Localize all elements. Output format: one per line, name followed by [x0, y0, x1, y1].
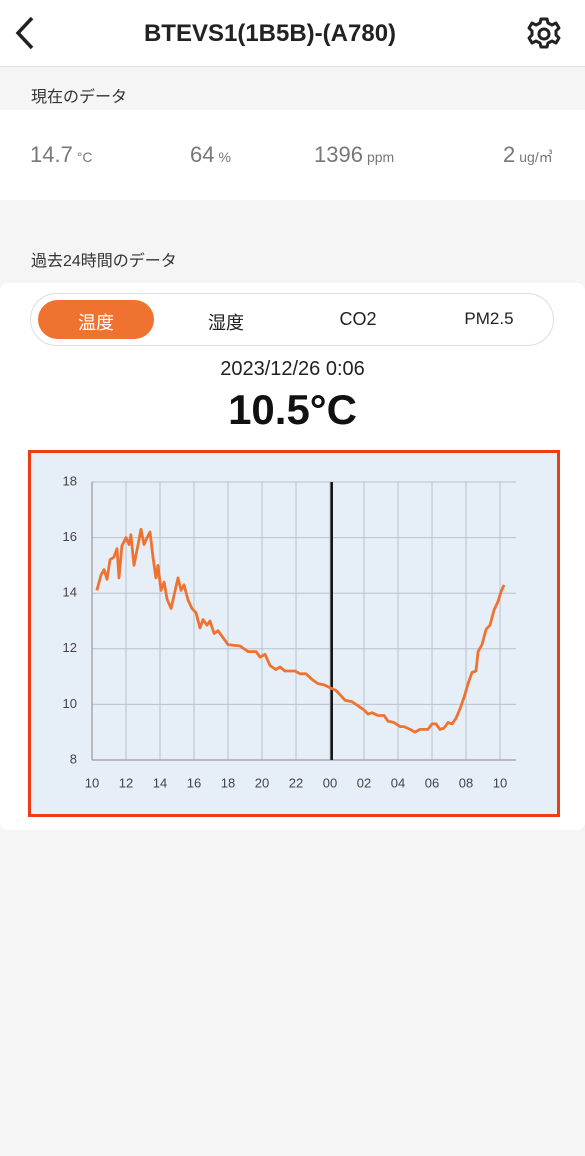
x-tick-label: 10 [85, 775, 99, 790]
reading-unit: % [218, 149, 231, 165]
reading-value: 2 [503, 142, 516, 167]
x-tick-label: 20 [255, 775, 269, 790]
x-tick-label: 16 [187, 775, 201, 790]
y-tick-label: 18 [63, 473, 77, 488]
section-label: 現在のデータ [31, 89, 128, 106]
y-tick-label: 10 [63, 696, 77, 711]
section-label: 過去24時間のデータ [31, 253, 177, 270]
header: BTEVS1(1B5B)-(A780) [0, 0, 585, 67]
reading-value: 1396 [314, 142, 363, 167]
back-button[interactable] [10, 14, 40, 52]
tab[interactable]: PM2.5 [464, 309, 514, 328]
settings-button[interactable] [526, 16, 562, 52]
x-tick-label: 06 [425, 775, 439, 790]
x-tick-label: 08 [459, 775, 473, 790]
tab[interactable]: 湿度 [208, 313, 244, 333]
y-tick-label: 14 [63, 585, 77, 600]
tab[interactable]: 温度 [78, 313, 114, 333]
x-tick-label: 00 [323, 775, 337, 790]
selected-value: 10.5°C [228, 386, 357, 433]
data-line [95, 527, 506, 734]
x-tick-label: 04 [391, 775, 405, 790]
reading-unit: ppm [366, 149, 395, 165]
active-tab-bg [38, 300, 154, 339]
y-tick-label: 8 [70, 751, 77, 766]
tab[interactable]: CO2 [339, 309, 377, 329]
x-tick-label: 18 [221, 775, 235, 790]
x-tick-label: 22 [289, 775, 303, 790]
selected-time: 2023/12/26 0:06 [220, 358, 365, 380]
reading-unit: ug/㎥ [519, 149, 553, 165]
reading: 1396 ppm [314, 142, 394, 168]
reading: 14.7 °C [30, 142, 93, 168]
y-tick-label: 12 [63, 640, 77, 655]
current-panel [0, 110, 585, 200]
y-tick-label: 16 [63, 529, 77, 544]
reading-value: 64 [190, 142, 215, 167]
reading-value: 14.7 [30, 142, 73, 167]
x-tick-label: 12 [119, 775, 133, 790]
reading-unit: °C [76, 149, 93, 165]
x-tick-label: 10 [493, 775, 507, 790]
chart: 8 10 12 14 16 18 10 12 14 16 18 20 22 00 02 04 06 08 10 [28, 450, 560, 817]
x-tick-label: 02 [357, 775, 371, 790]
reading: 64% [190, 142, 231, 168]
title: BTEVS1(1B5B)-(A780) [143, 20, 397, 47]
reading: 2 ug/㎥ [503, 142, 553, 168]
x-tick-label: 14 [153, 775, 167, 790]
